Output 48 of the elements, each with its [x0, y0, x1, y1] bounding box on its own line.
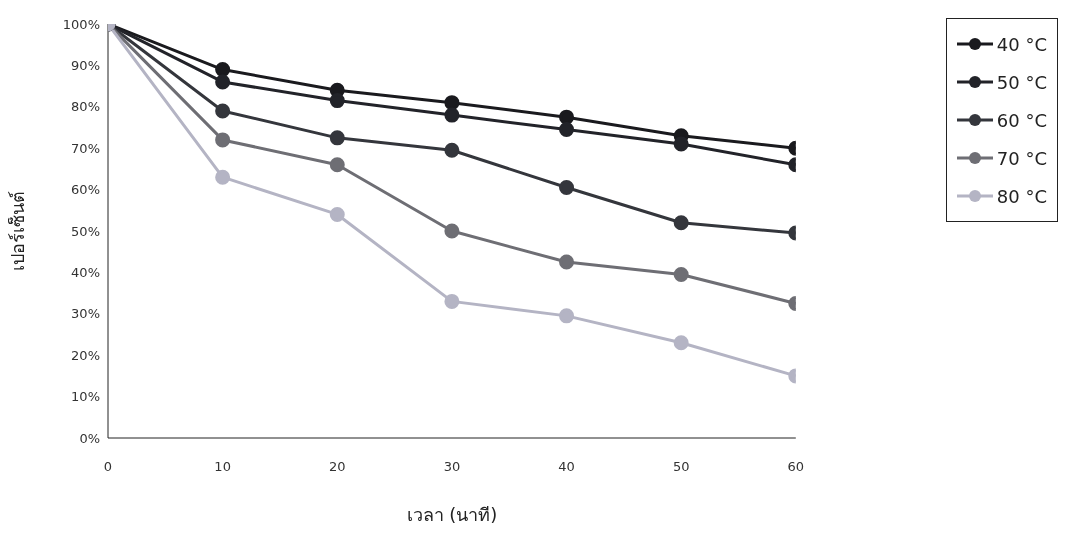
- point: [215, 62, 231, 78]
- point: [329, 130, 345, 146]
- y-tick-label: 20%: [71, 347, 100, 363]
- y-tick-label: 90%: [71, 58, 100, 74]
- point: [559, 254, 575, 270]
- point: [559, 122, 575, 138]
- legend-label: 60 °C: [996, 109, 1047, 131]
- x-tick-label: 60: [787, 459, 805, 475]
- y-tick-label: 10%: [71, 389, 100, 405]
- x-tick-label: 40: [558, 459, 575, 475]
- point: [673, 335, 689, 351]
- point: [444, 95, 460, 111]
- point: [444, 107, 460, 123]
- y-tick-label: 70%: [71, 140, 100, 156]
- point: [329, 206, 345, 222]
- point: [559, 109, 575, 125]
- y-tick-label: 50%: [71, 223, 100, 239]
- legend-label: 80 °C: [996, 185, 1047, 207]
- point: [215, 169, 231, 185]
- point: [673, 266, 689, 282]
- x-tick-label: 0: [103, 459, 113, 475]
- legend-label: 50 °C: [996, 71, 1047, 93]
- point: [215, 132, 231, 148]
- x-tick-label: 30: [443, 459, 461, 475]
- y-tick-label: 60%: [71, 182, 100, 198]
- point: [329, 93, 345, 109]
- point: [444, 223, 460, 239]
- x-tick-label: 20: [328, 459, 346, 475]
- x-tick-label: 10: [214, 459, 231, 475]
- y-tick-label: 100%: [62, 16, 100, 32]
- point: [673, 215, 689, 231]
- y-tick-label: 0%: [79, 430, 100, 446]
- point: [444, 293, 460, 309]
- y-axis-title: เปอร์เซ็นต์: [6, 191, 29, 271]
- point: [559, 308, 575, 324]
- legend-label: 40 °C: [996, 33, 1047, 55]
- point: [559, 180, 575, 196]
- point: [329, 157, 345, 173]
- y-tick-label: 40%: [71, 265, 100, 281]
- point: [215, 103, 231, 119]
- point: [673, 136, 689, 152]
- point: [215, 74, 231, 90]
- point: [444, 142, 460, 158]
- y-tick-label: 30%: [71, 306, 100, 322]
- legend-label: 70 °C: [996, 147, 1047, 169]
- x-axis-title: เวลา (นาที): [406, 503, 498, 525]
- x-tick-label: 50: [672, 459, 690, 475]
- y-tick-label: 80%: [71, 99, 100, 115]
